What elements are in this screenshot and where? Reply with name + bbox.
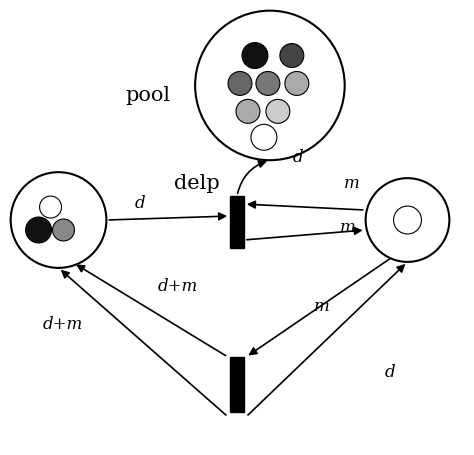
Text: pool: pool <box>126 86 171 105</box>
Circle shape <box>195 10 345 160</box>
Text: m: m <box>344 175 360 192</box>
Circle shape <box>256 71 280 96</box>
Text: delp: delp <box>174 174 220 192</box>
Circle shape <box>251 124 277 150</box>
Bar <box>230 196 244 248</box>
Text: d: d <box>135 195 146 212</box>
Circle shape <box>393 206 421 234</box>
Circle shape <box>236 99 260 123</box>
Circle shape <box>228 71 252 96</box>
Circle shape <box>242 43 268 69</box>
Circle shape <box>11 172 106 268</box>
Text: m: m <box>314 298 329 315</box>
Circle shape <box>53 219 74 241</box>
Circle shape <box>40 196 62 218</box>
Circle shape <box>285 71 309 96</box>
Text: d+m: d+m <box>158 278 198 295</box>
Text: d: d <box>384 364 395 381</box>
Circle shape <box>365 178 449 262</box>
Text: d: d <box>292 149 303 166</box>
Circle shape <box>26 217 52 243</box>
Circle shape <box>280 44 304 67</box>
Text: m: m <box>340 218 356 236</box>
Text: d+m: d+m <box>42 316 82 333</box>
Bar <box>230 357 244 412</box>
Circle shape <box>266 99 290 123</box>
